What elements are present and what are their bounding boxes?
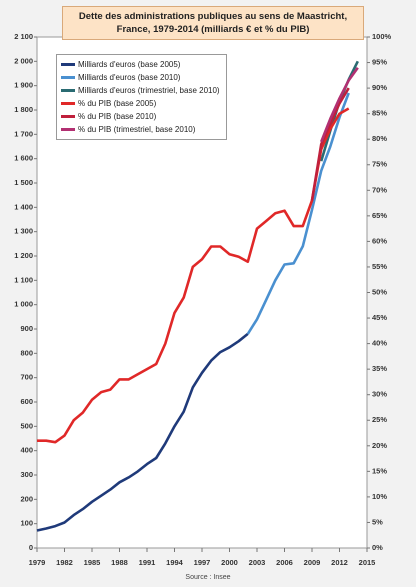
y-tick-label: 1 900 bbox=[14, 81, 33, 90]
y2-tick-label: 60% bbox=[372, 236, 387, 245]
x-tick-label: 2000 bbox=[221, 558, 238, 567]
y-tick-label: 100 bbox=[20, 519, 33, 528]
y2-tick-label: 25% bbox=[372, 415, 387, 424]
legend-label: Milliards d'euros (base 2005) bbox=[78, 60, 181, 69]
data-line bbox=[319, 66, 359, 143]
chart-title: Dette des administrations publiques au s… bbox=[62, 6, 364, 40]
y-tick-label: 1 000 bbox=[14, 300, 33, 309]
legend-swatch bbox=[61, 102, 75, 105]
legend-swatch bbox=[61, 128, 75, 131]
legend-entry: Milliards d'euros (trimestriel, base 201… bbox=[61, 84, 220, 97]
x-tick-label: 1979 bbox=[29, 558, 46, 567]
legend-entry: Milliards d'euros (base 2010) bbox=[61, 71, 220, 84]
data-line bbox=[246, 92, 350, 335]
y-tick-label: 600 bbox=[20, 397, 33, 406]
y2-tick-label: 30% bbox=[372, 390, 387, 399]
source: Source : Insee bbox=[185, 574, 231, 581]
y-tick-label: 1 800 bbox=[14, 105, 33, 114]
legend: Milliards d'euros (base 2005) Milliards d… bbox=[56, 54, 227, 140]
y2-tick-label: 35% bbox=[372, 364, 387, 373]
y-tick-label: 300 bbox=[20, 470, 33, 479]
legend-label: % du PIB (base 2010) bbox=[78, 112, 157, 121]
y-tick-label: 1 300 bbox=[14, 227, 33, 236]
y2-tick-label: 65% bbox=[372, 211, 387, 220]
x-tick-label: 1997 bbox=[194, 558, 211, 567]
y-tick-label: 2 000 bbox=[14, 56, 33, 65]
legend-label: Milliards d'euros (trimestriel, base 201… bbox=[78, 86, 220, 95]
y-tick-label: 900 bbox=[20, 324, 33, 333]
x-tick-label: 1991 bbox=[139, 558, 156, 567]
legend-entry: Milliards d'euros (base 2005) bbox=[61, 58, 220, 71]
y2-tick-label: 50% bbox=[372, 287, 387, 296]
y2-tick-label: 75% bbox=[372, 160, 387, 169]
legend-swatch bbox=[61, 63, 75, 66]
y-tick-label: 800 bbox=[20, 348, 33, 357]
y2-tick-label: 15% bbox=[372, 466, 387, 475]
y-tick-label: 1 700 bbox=[14, 129, 33, 138]
x-tick-label: 2006 bbox=[276, 558, 293, 567]
legend-label: % du PIB (base 2005) bbox=[78, 99, 157, 108]
data-line bbox=[310, 87, 350, 201]
legend-entry: % du PIB (base 2010) bbox=[61, 110, 220, 123]
y2-tick-label: 5% bbox=[372, 517, 383, 526]
legend-entry: % du PIB (base 2005) bbox=[61, 97, 220, 110]
legend-entry: % du PIB (trimestriel, base 2010) bbox=[61, 123, 220, 136]
x-tick-label: 2012 bbox=[331, 558, 348, 567]
x-tick-label: 1988 bbox=[111, 558, 128, 567]
y2-tick-label: 0% bbox=[372, 543, 383, 552]
y-tick-label: 400 bbox=[20, 446, 33, 455]
y2-tick-label: 100% bbox=[372, 32, 392, 41]
legend-swatch bbox=[61, 76, 75, 79]
y-tick-label: 1 100 bbox=[14, 275, 33, 284]
y2-tick-label: 55% bbox=[372, 262, 387, 271]
y-tick-label: 500 bbox=[20, 421, 33, 430]
y2-tick-label: 85% bbox=[372, 109, 387, 118]
y-tick-label: 700 bbox=[20, 373, 33, 382]
y2-tick-label: 90% bbox=[372, 83, 387, 92]
y2-tick-label: 80% bbox=[372, 134, 387, 143]
data-line bbox=[36, 332, 249, 532]
y2-tick-label: 20% bbox=[372, 441, 387, 450]
x-tick-label: 1994 bbox=[166, 558, 184, 567]
y2-tick-label: 10% bbox=[372, 492, 387, 501]
y-tick-label: 200 bbox=[20, 494, 33, 503]
y2-tick-label: 40% bbox=[372, 339, 387, 348]
legend-label: % du PIB (trimestriel, base 2010) bbox=[78, 125, 196, 134]
y-tick-label: 0 bbox=[29, 543, 33, 552]
data-line bbox=[37, 107, 350, 444]
y-tick-label: 1 200 bbox=[14, 251, 33, 260]
x-tick-label: 2003 bbox=[249, 558, 266, 567]
y2-tick-label: 95% bbox=[372, 58, 387, 67]
y-tick-label: 1 600 bbox=[14, 154, 33, 163]
legend-swatch bbox=[61, 115, 75, 118]
x-tick-label: 2015 bbox=[359, 558, 376, 567]
legend-label: Milliards d'euros (base 2010) bbox=[78, 73, 181, 82]
legend-swatch bbox=[61, 89, 75, 92]
x-tick-label: 1982 bbox=[56, 558, 73, 567]
y-tick-label: 2 100 bbox=[14, 32, 33, 41]
x-tick-label: 1985 bbox=[84, 558, 101, 567]
y2-tick-label: 45% bbox=[372, 313, 387, 322]
y-tick-label: 1 500 bbox=[14, 178, 33, 187]
y-tick-label: 1 400 bbox=[14, 202, 33, 211]
y2-tick-label: 70% bbox=[372, 185, 387, 194]
x-tick-label: 2009 bbox=[304, 558, 321, 567]
